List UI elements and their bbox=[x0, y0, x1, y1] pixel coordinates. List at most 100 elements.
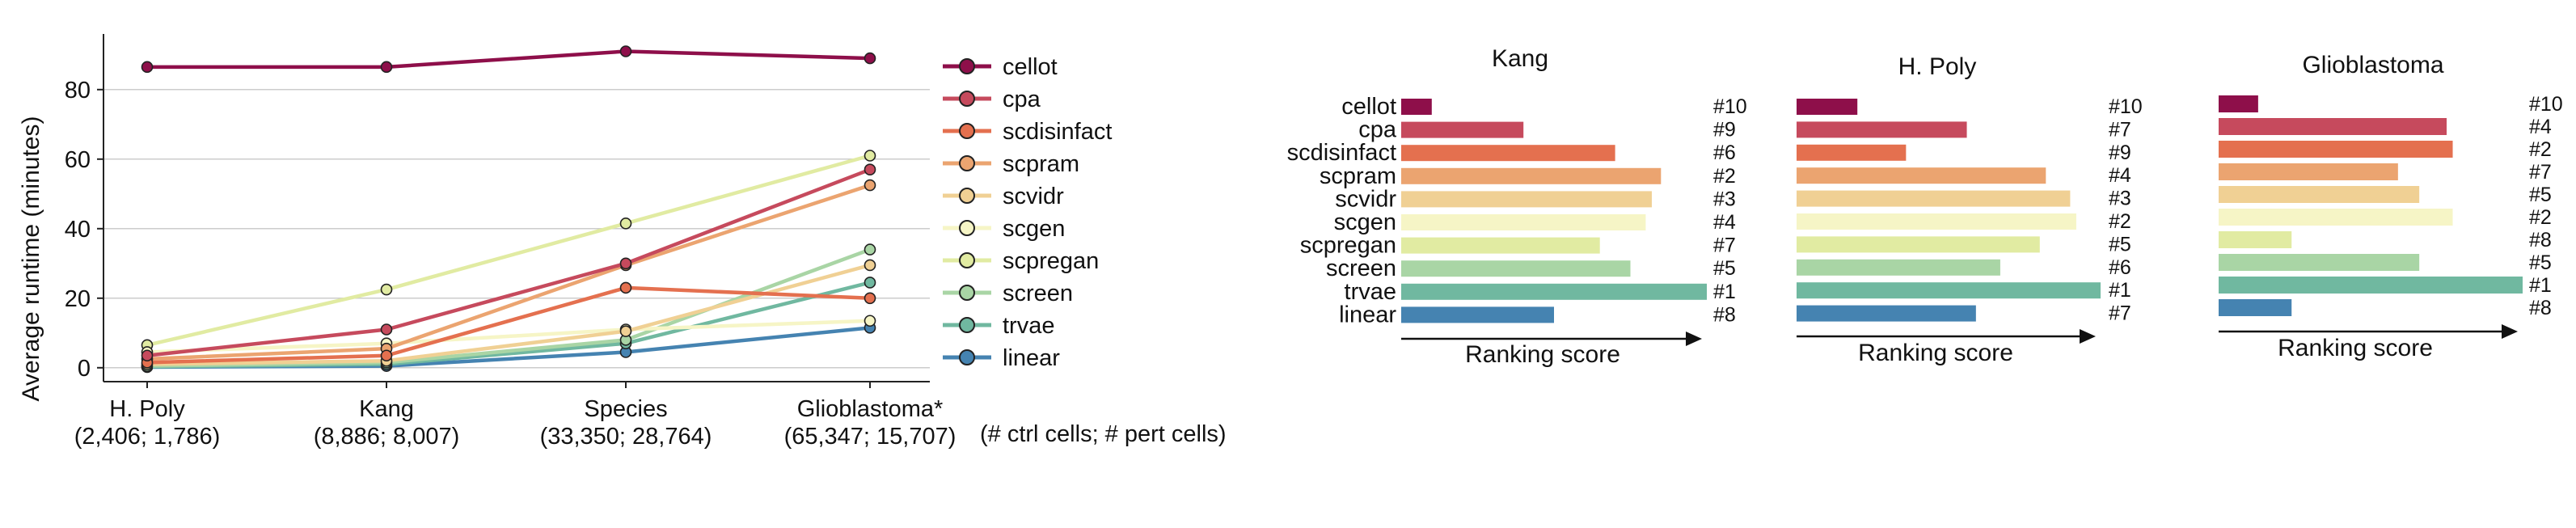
data-point-scvidr bbox=[864, 259, 876, 272]
series-line-scpram bbox=[146, 183, 871, 361]
data-point-scpregan bbox=[864, 150, 876, 162]
data-point-scpregan bbox=[380, 283, 393, 296]
bar-scpram bbox=[1401, 167, 1662, 184]
rank-label: #7 bbox=[2109, 302, 2131, 325]
bar-cpa bbox=[1401, 121, 1524, 138]
x-tick-label: H. Poly bbox=[109, 396, 185, 422]
data-point-cellot bbox=[380, 61, 393, 74]
legend-swatch-marker bbox=[959, 252, 975, 268]
bar-scpram bbox=[1797, 167, 2046, 184]
rank-label: #5 bbox=[2529, 184, 2552, 206]
x-tick-label: Species bbox=[584, 396, 667, 422]
legend-swatch-marker bbox=[959, 285, 975, 301]
legend-label: cpa bbox=[1003, 87, 1041, 112]
rank-label: #2 bbox=[2529, 206, 2552, 229]
x-tick-label: Kang bbox=[359, 396, 414, 422]
bar-scpregan bbox=[2219, 231, 2292, 248]
legend-label: scgen bbox=[1003, 216, 1065, 242]
bar-scgen bbox=[1401, 214, 1646, 230]
x-tick-sublabel: (33,350; 28,764) bbox=[540, 424, 712, 450]
category-label: screen bbox=[1326, 256, 1396, 281]
legend-swatch-marker bbox=[959, 349, 975, 365]
category-label: scgen bbox=[1334, 209, 1396, 235]
category-label: cellot bbox=[1341, 94, 1396, 120]
category-label: scdisinfact bbox=[1287, 140, 1396, 166]
y-tick-label: 80 bbox=[65, 78, 91, 103]
x-tick-sublabel: (65,347; 15,707) bbox=[784, 424, 956, 450]
bar-scpregan bbox=[1797, 236, 2040, 253]
category-label: scvidr bbox=[1335, 186, 1396, 212]
legend-label: scvidr bbox=[1003, 184, 1064, 209]
rank-label: #7 bbox=[2109, 118, 2131, 141]
rank-label: #1 bbox=[1713, 281, 1736, 303]
legend-label: cellot bbox=[1003, 54, 1058, 80]
data-point-scpregan bbox=[619, 218, 632, 230]
data-point-scdisinfact bbox=[619, 281, 632, 294]
x-axis-note: (# ctrl cells; # pert cells) bbox=[980, 421, 1227, 447]
category-label: cpa bbox=[1358, 117, 1397, 143]
legend-label: scdisinfact bbox=[1003, 119, 1112, 145]
legend-label: scpram bbox=[1003, 151, 1079, 177]
legend-label: scpregan bbox=[1003, 248, 1099, 274]
category-label: trvae bbox=[1345, 279, 1396, 305]
rank-label: #1 bbox=[2109, 279, 2131, 302]
bar-screen bbox=[1401, 260, 1631, 277]
rank-label: #10 bbox=[2529, 93, 2563, 116]
legend-swatch-marker bbox=[959, 317, 975, 333]
series-line-scvidr bbox=[146, 263, 871, 366]
bar-chart-title: Kang bbox=[1492, 45, 1548, 72]
rank-label: #3 bbox=[1713, 188, 1736, 210]
series-line-scdisinfact bbox=[146, 285, 871, 365]
legend-swatch-marker bbox=[959, 220, 975, 236]
data-point-cpa bbox=[380, 323, 393, 336]
rank-label: #7 bbox=[2529, 161, 2552, 184]
rank-label: #2 bbox=[2109, 210, 2131, 233]
data-point-scpram bbox=[864, 179, 876, 192]
rank-label: #5 bbox=[2109, 233, 2131, 256]
bar-trvae bbox=[1797, 282, 2101, 299]
rank-label: #2 bbox=[1713, 165, 1736, 188]
bar-chart-kang: Kang Ranking score #10 cellot #9 cpa #6 scdis… bbox=[1287, 45, 1747, 368]
data-point-scdisinfact bbox=[380, 349, 393, 362]
bar-cellot bbox=[1797, 99, 1858, 115]
series-line-scgen bbox=[146, 319, 871, 354]
x-tick-sublabel: (2,406; 1,786) bbox=[74, 424, 221, 450]
x-tick-sublabel: (8,886; 8,007) bbox=[314, 424, 460, 450]
legend-swatch-marker bbox=[959, 155, 975, 171]
data-point-screen bbox=[864, 243, 876, 256]
legend-label: linear bbox=[1003, 345, 1060, 371]
legend-swatch-marker bbox=[959, 58, 975, 74]
rank-label: #4 bbox=[2109, 164, 2131, 187]
bar-scgen bbox=[1797, 213, 2076, 230]
category-label: linear bbox=[1339, 302, 1396, 327]
data-point-cpa bbox=[864, 163, 876, 175]
bar-scvidr bbox=[1797, 190, 2071, 207]
rank-label: #8 bbox=[2529, 297, 2552, 319]
bar-scpram bbox=[2219, 163, 2398, 180]
bar-scvidr bbox=[2219, 186, 2420, 203]
bar-scdisinfact bbox=[2219, 141, 2453, 158]
bar-scvidr bbox=[1401, 191, 1652, 208]
bar-scpregan bbox=[1401, 237, 1600, 254]
ranking-axis-arrowhead bbox=[2502, 324, 2518, 339]
bar-screen bbox=[2219, 254, 2420, 271]
bar-scgen bbox=[2219, 209, 2453, 226]
bar-chart-title: H. Poly bbox=[1898, 53, 1977, 80]
series-line-cellot bbox=[147, 49, 871, 70]
rank-label: #6 bbox=[2109, 256, 2131, 279]
bar-chart-h-poly: H. Poly Ranking score #10#7#9#4#3#2#5#6#… bbox=[1797, 53, 2143, 366]
rank-label: #4 bbox=[1713, 211, 1736, 234]
y-tick-label: 0 bbox=[78, 356, 91, 382]
bar-cellot bbox=[2219, 95, 2258, 112]
y-tick-label: 60 bbox=[65, 147, 91, 173]
rank-label: #5 bbox=[2529, 251, 2552, 274]
bar-chart-glioblastoma: Glioblastoma Ranking score #10#4#2#7#5#2… bbox=[2219, 52, 2563, 361]
bar-trvae bbox=[2219, 277, 2523, 294]
rank-label: #8 bbox=[2529, 229, 2552, 251]
data-point-cellot bbox=[141, 61, 154, 74]
bar-linear bbox=[1797, 305, 1976, 322]
y-axis-label: Average runtime (minutes) bbox=[18, 116, 44, 402]
bar-linear bbox=[2219, 299, 2292, 316]
data-point-trvae bbox=[864, 277, 876, 289]
